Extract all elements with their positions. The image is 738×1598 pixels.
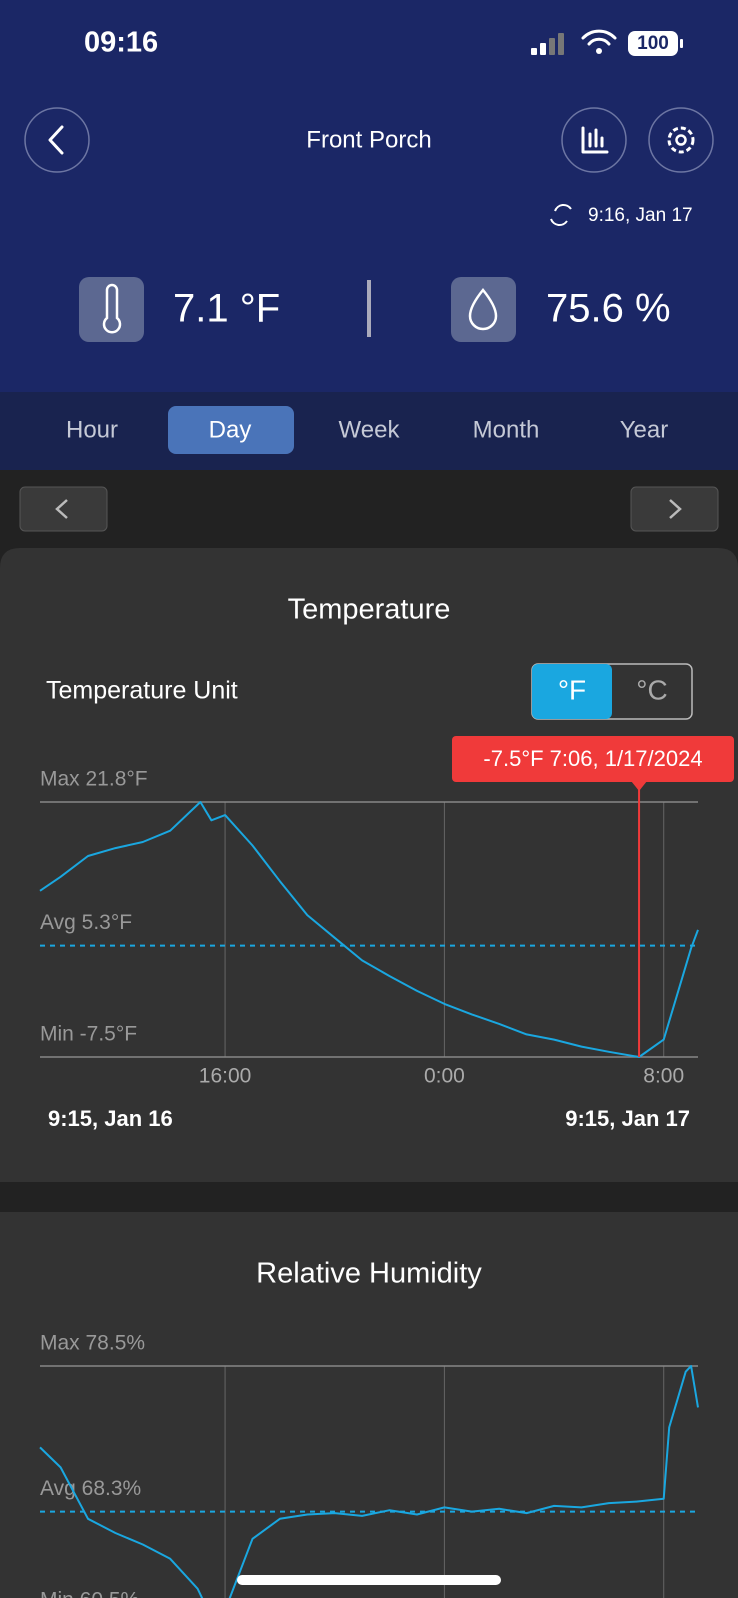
chart-icon [581,126,609,154]
tab[interactable]: Day [209,416,252,443]
unit-option[interactable]: °F [558,674,586,705]
temperature-card [0,548,738,1182]
highlight-label: -7.5°F 7:06, 1/17/2024 [483,746,702,771]
settings-button[interactable] [648,107,714,173]
tab[interactable]: Month [473,416,540,443]
back-button[interactable] [24,107,90,173]
prev-icon [55,499,68,519]
unit-toggle: °F °C [531,663,693,720]
settings-icon-center [675,134,687,146]
reference-label: Avg 68.3% [40,1477,141,1500]
chart-title: Temperature [288,594,451,626]
data-line [39,1365,699,1598]
next-icon [669,499,682,519]
tabs: Hour Day Week Month Year [66,406,668,454]
data-line [39,801,699,1058]
selected-unit-bg [532,664,612,719]
home-indicator [237,1575,501,1585]
tab[interactable]: Year [620,416,669,443]
reference-label: Min -7.5°F [40,1023,137,1046]
tab-bar-bg [0,392,738,470]
range-label: 9:15, Jan 17 [565,1106,690,1131]
sync-icon [550,204,572,226]
battery-level: 100 [637,33,669,54]
next-button[interactable] [630,486,719,532]
last-updated: 9:16, Jan 17 [588,205,693,226]
temperature-icon-box [79,277,144,342]
chart-button[interactable] [561,107,627,173]
signal-icon [531,33,564,55]
device-title: Front Porch [306,126,431,153]
selected-tab-bg [168,406,294,454]
battery-icon [628,31,678,56]
divider [367,280,371,337]
highlight-box [452,736,734,782]
charts: Temperature 16:00 0:00 8:00 Max 21.8°F Avg 5.… [39,594,734,1598]
reference-label: Max 78.5% [40,1332,145,1355]
highlight-pointer [631,781,648,791]
humidity-icon-box [451,277,516,342]
chart-title: Relative Humidity [256,1258,482,1290]
x-tick-label: 0:00 [424,1065,465,1088]
humidity-card [0,1212,738,1598]
range-label: 9:15, Jan 16 [48,1106,173,1131]
settings-icon [667,126,695,154]
unit-option[interactable]: °C [636,674,667,705]
battery-cap [680,39,683,48]
x-tick-label: 16:00 [199,1065,252,1088]
reference-label: Avg 5.3°F [40,911,132,934]
thermometer-icon [102,283,122,334]
wifi-icon [581,29,617,54]
x-tick-label: 8:00 [643,1065,684,1088]
reference-label: Max 21.8°F [40,768,148,791]
drop-icon [468,288,498,331]
current-humidity: 75.6 % [546,287,671,331]
unit-label: Temperature Unit [46,677,238,705]
tab[interactable]: Week [339,416,401,443]
tab[interactable]: Hour [66,416,118,443]
current-temperature: 7.1 °F [173,287,280,331]
reference-label: Min 60.5% [40,1589,139,1598]
status-time: 09:16 [84,27,158,59]
back-icon [48,125,64,155]
prev-button[interactable] [19,486,108,532]
